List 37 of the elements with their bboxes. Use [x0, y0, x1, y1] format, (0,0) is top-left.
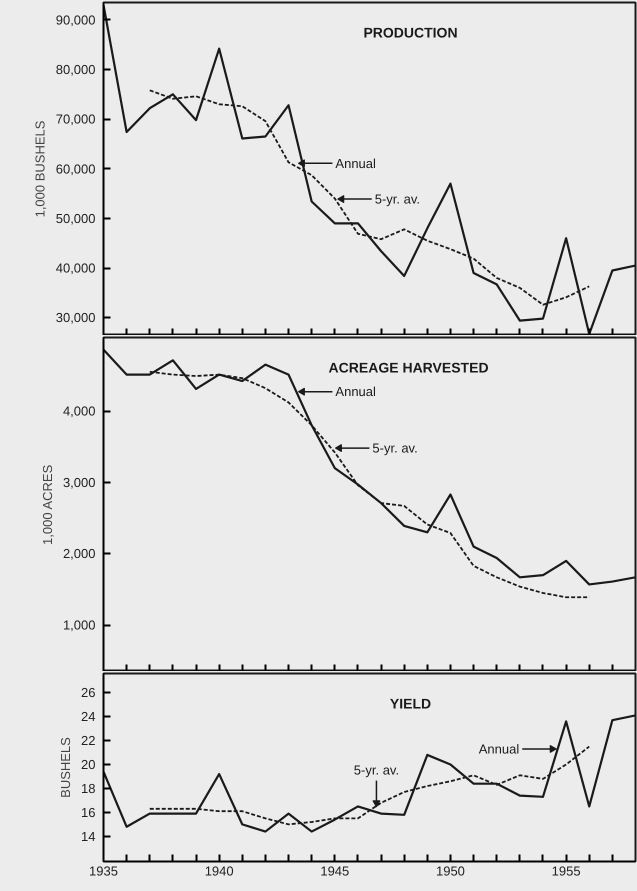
y-tick-label: 70,000 [56, 112, 96, 127]
annotation: Annual [478, 741, 520, 756]
y-tick-label: 16 [81, 804, 96, 820]
y-tick-label: 22 [81, 733, 96, 748]
y-tick-label: 60,000 [56, 161, 96, 176]
line-series [148, 746, 590, 826]
y-tick-label: 3,000 [62, 474, 96, 490]
y-tick-label: 14 [81, 828, 96, 844]
annotation: Annual [335, 384, 376, 400]
x-tick-label: 1945 [320, 864, 350, 878]
y-tick-label: 1,000 [62, 618, 96, 633]
y-tick-label: 50,000 [56, 210, 96, 226]
y-tick-label: 26 [81, 685, 96, 700]
y-tick-label: 24 [81, 709, 96, 724]
annotation: 5-yr. av. [372, 440, 418, 456]
text: ACREAGE HARVESTED [328, 360, 489, 376]
x-tick-label: 1935 [89, 864, 118, 878]
y-tick-label: 90,000 [56, 12, 96, 28]
text: YIELD [390, 696, 432, 712]
y-axis-title: 1,000 BUSHELS [32, 120, 48, 218]
x-tick-label: 1950 [436, 864, 465, 878]
annotation: Annual [335, 156, 376, 171]
y-tick-label: 18 [81, 780, 96, 796]
x-tick-label: 1940 [204, 864, 234, 878]
y-tick-label: 20 [81, 757, 96, 772]
y-axis-title: 1,000 ACRES [40, 464, 55, 545]
line-series [148, 89, 590, 306]
y-tick-label: 40,000 [56, 260, 96, 276]
annotation: 5-yr. av. [354, 762, 400, 778]
y-tick-label: 4,000 [62, 404, 96, 419]
y-tick-label: 80,000 [56, 62, 96, 77]
annotation: 5-yr. av. [374, 192, 420, 207]
y-tick-label: 2,000 [62, 546, 96, 562]
text: PRODUCTION [363, 24, 458, 40]
x-tick-label: 1955 [552, 864, 581, 878]
y-axis-title: BUSHELS [58, 736, 74, 798]
y-tick-label: 30,000 [56, 310, 96, 326]
